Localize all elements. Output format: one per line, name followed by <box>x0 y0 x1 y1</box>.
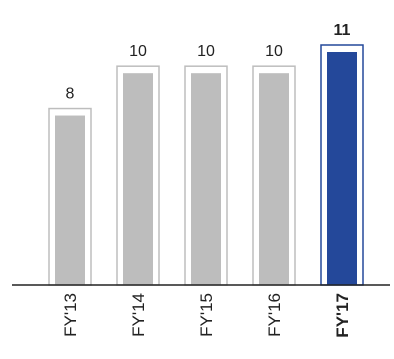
bar-1 <box>55 115 85 285</box>
value-label-1: 8 <box>66 86 75 103</box>
category-label-1: FY'13 <box>61 293 80 337</box>
bar-3 <box>191 73 221 285</box>
value-label-5: 11 <box>334 22 351 39</box>
bar-4 <box>259 73 289 285</box>
category-label-4: FY'16 <box>265 293 284 337</box>
category-label-3: FY'15 <box>197 293 216 337</box>
bar-5 <box>327 52 357 285</box>
bar-2 <box>123 73 153 285</box>
category-labels-group: FY'13 FY'14 FY'15 FY'16 FY'17 <box>61 293 352 338</box>
value-label-4: 10 <box>265 43 283 60</box>
data-labels-group: 8 10 10 10 11 <box>66 22 351 103</box>
category-label-5: FY'17 <box>333 293 352 338</box>
value-label-3: 10 <box>197 43 215 60</box>
value-label-2: 10 <box>129 43 147 60</box>
category-label-2: FY'14 <box>129 293 148 337</box>
bars-group <box>48 44 364 286</box>
